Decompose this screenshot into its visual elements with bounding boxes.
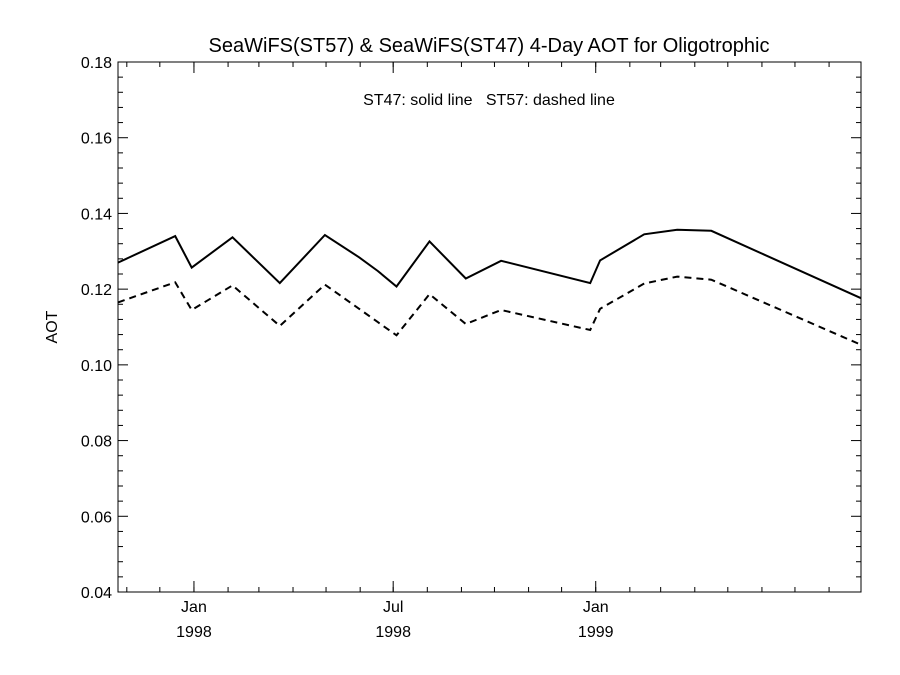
x-tick-label-year: 1998 xyxy=(176,624,212,641)
y-tick-label: 0.10 xyxy=(81,358,112,375)
x-tick-label-month: Jan xyxy=(181,599,207,616)
x-tick-label-month: Jul xyxy=(383,599,403,616)
y-tick-label: 0.06 xyxy=(81,509,112,526)
y-tick-label: 0.16 xyxy=(81,131,112,148)
series-line-st47 xyxy=(117,228,862,300)
y-tick-label: 0.12 xyxy=(81,282,112,299)
y-tick-label: 0.04 xyxy=(81,585,112,602)
y-tick-label: 0.18 xyxy=(81,55,112,72)
plot-frame xyxy=(117,61,862,593)
y-axis-label: AOT xyxy=(44,310,61,343)
x-tick-label-year: 1999 xyxy=(578,624,614,641)
y-tick-label: 0.14 xyxy=(81,206,112,223)
series-line-st57 xyxy=(117,275,862,346)
x-tick-label-month: Jan xyxy=(583,599,609,616)
x-tick-label-year: 1998 xyxy=(375,624,411,641)
series-legend-note: ST47: solid line ST57: dashed line xyxy=(363,92,615,109)
series-lines xyxy=(117,228,862,346)
chart-title: SeaWiFS(ST57) & SeaWiFS(ST47) 4-Day AOT … xyxy=(209,35,770,57)
y-tick-label: 0.08 xyxy=(81,434,112,451)
axes: 0.04 0.06 0.08 0.10 0.12 0.14 0.16 0.18 Jan 1998 J… xyxy=(81,55,862,641)
